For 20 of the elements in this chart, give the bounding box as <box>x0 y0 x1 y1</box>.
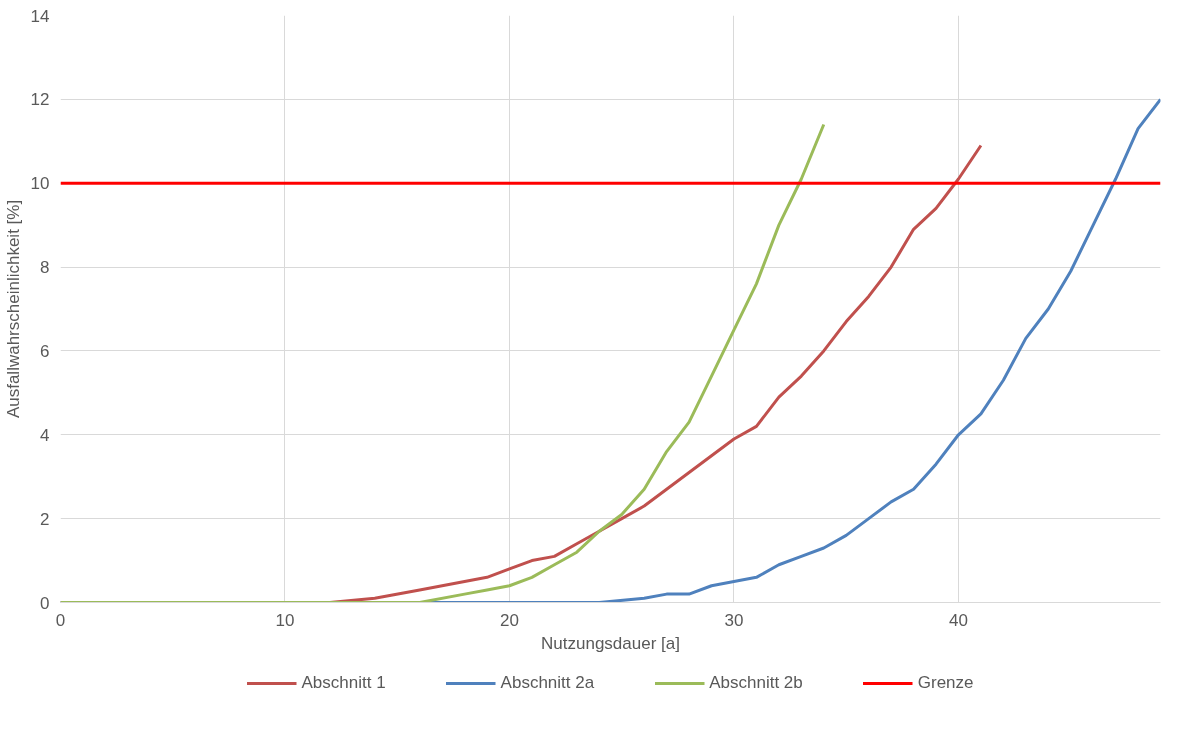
legend-label: Abschnitt 1 <box>301 672 386 693</box>
y-tick-label: 12 <box>30 90 50 110</box>
y-tick-label: 6 <box>40 341 50 361</box>
y-tick-label: 14 <box>30 6 50 26</box>
x-tick-label: 0 <box>55 610 66 630</box>
x-tick-label: 10 <box>275 610 295 630</box>
line-series <box>60 123 826 603</box>
x-tick-label: 30 <box>724 610 744 630</box>
y-tick-label: 2 <box>40 509 50 529</box>
x-tick-label: 20 <box>500 610 519 630</box>
legend-label: Abschnitt 2b <box>709 672 803 693</box>
x-axis-title: Nutzungsdauer [a] <box>541 633 680 653</box>
y-tick-label: 4 <box>40 425 50 445</box>
legend-label: Grenze <box>917 672 974 693</box>
y-tick-label: 10 <box>30 174 50 194</box>
x-tick-label: 40 <box>949 610 968 630</box>
y-axis-title: Ausfallwahrscheinlichkeit [%] <box>3 199 23 419</box>
y-tick-label: 8 <box>40 258 50 278</box>
legend-label: Abschnitt 2a <box>500 672 595 693</box>
y-tick-label: 0 <box>40 593 50 613</box>
